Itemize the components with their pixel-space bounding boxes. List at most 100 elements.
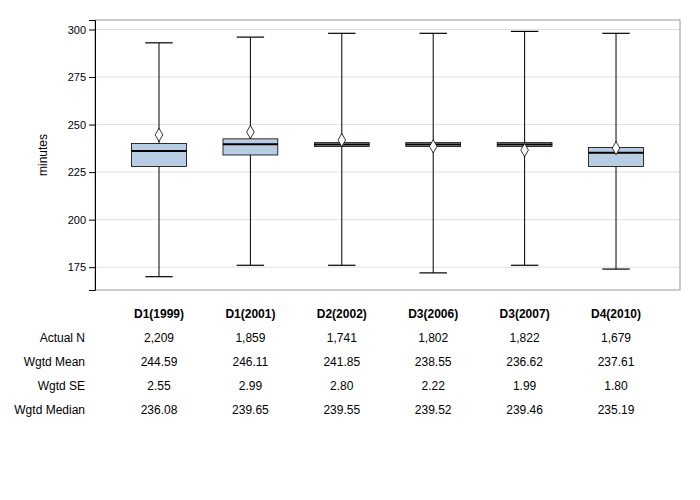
table-cell: 239.46 [506, 403, 543, 417]
box-group [406, 33, 461, 273]
grid [95, 30, 680, 268]
grid-line [95, 219, 680, 220]
y-tick-label: 200 [68, 214, 86, 226]
table-cell: 237.61 [598, 355, 635, 369]
plot: 175 200 225 250 275 300 minutes D1(1999) D1(2001… [14, 20, 680, 417]
y-tick: 175 [68, 261, 95, 273]
chart: 175 200 225 250 275 300 minutes D1(1999) D1(2001… [0, 0, 700, 500]
table-cell: 239.52 [415, 403, 452, 417]
y-tick-mark [89, 125, 95, 126]
whisker-high [341, 33, 342, 142]
table-row-label: Wgtd Median [14, 403, 85, 417]
table-row-label: Actual N [40, 331, 85, 345]
y-tick-mark [89, 267, 95, 268]
grid-line [95, 77, 680, 78]
y-tick-label: 175 [68, 261, 86, 273]
table-cell: 1,741 [327, 331, 357, 345]
box-group [589, 33, 644, 269]
table-header: D2(2002) [317, 307, 367, 321]
cap-low [511, 265, 538, 266]
table-cell: 236.62 [506, 355, 543, 369]
box-group [132, 43, 187, 277]
table-cell: 1.99 [513, 379, 537, 393]
cap-high [511, 31, 538, 32]
y-tick-mark [89, 220, 95, 221]
box-group [497, 31, 552, 265]
table: D1(1999) D1(2001) D2(2002) D3(2006) D3(2007)… [14, 307, 641, 417]
whisker-low [250, 155, 251, 265]
whisker-high [524, 31, 525, 142]
cap-low [328, 265, 355, 266]
grid-line [95, 172, 680, 173]
table-header: D3(2006) [408, 307, 458, 321]
table-header: D4(2010) [591, 307, 641, 321]
marks [132, 31, 644, 276]
median [132, 150, 187, 152]
table-cell: 1,679 [601, 331, 631, 345]
median [223, 143, 278, 145]
table-cell: 1,859 [235, 331, 265, 345]
cap-low [602, 268, 629, 269]
whisker-low [433, 146, 434, 272]
table-header: D1(2001) [225, 307, 275, 321]
whisker-high [250, 37, 251, 139]
table-cell: 239.55 [323, 403, 360, 417]
table-cell: 2.55 [147, 379, 171, 393]
mean-marker [612, 142, 620, 155]
grid-line [95, 267, 680, 268]
table-cell: 2.99 [239, 379, 263, 393]
table-cell: 239.65 [232, 403, 269, 417]
y-tick: 275 [68, 71, 95, 83]
mean-marker [521, 143, 529, 156]
table-cell: 235.19 [598, 403, 635, 417]
table-cell: 2.22 [422, 379, 446, 393]
mean-marker [338, 133, 346, 146]
whisker-high [433, 33, 434, 142]
table-cell: 1,822 [510, 331, 540, 345]
y-axis-title: minutes [36, 134, 50, 176]
table-row-label: Wgtd SE [38, 379, 85, 393]
table-cell: 2.80 [330, 379, 354, 393]
y-tick-label: 250 [68, 119, 86, 131]
y-tick: 250 [68, 119, 95, 131]
table-cell: 236.08 [141, 403, 178, 417]
y-axis-line [89, 21, 96, 291]
box-group [223, 37, 278, 265]
y-tick-label: 275 [68, 71, 86, 83]
table-header: D3(2007) [500, 307, 550, 321]
whisker-low [341, 146, 342, 265]
table-cell: 244.59 [141, 355, 178, 369]
y-tick: 200 [68, 214, 95, 226]
plot-frame [95, 20, 680, 290]
box [223, 139, 278, 155]
cap-low [237, 265, 264, 266]
cap-high [237, 37, 264, 38]
box-group [314, 33, 369, 265]
mean-marker [429, 140, 437, 153]
grid-line [95, 29, 680, 30]
table-cell: 241.85 [323, 355, 360, 369]
y-tick-mark [89, 172, 95, 173]
mean-marker [155, 128, 163, 141]
box [132, 144, 187, 167]
cap-high [419, 33, 446, 34]
y-tick: 225 [68, 166, 95, 178]
y-axis: 175 200 225 250 275 300 [68, 21, 96, 291]
y-tick-label: 225 [68, 166, 86, 178]
whisker-low [158, 166, 159, 276]
cap-low [145, 276, 172, 277]
table-cell: 238.55 [415, 355, 452, 369]
mean-marker [247, 125, 255, 138]
whisker-low [616, 166, 617, 269]
y-tick: 300 [68, 24, 95, 36]
table-cell: 1,802 [418, 331, 448, 345]
y-tick-mark [89, 30, 95, 31]
cap-low [419, 272, 446, 273]
whisker-high [616, 33, 617, 147]
table-header: D1(1999) [134, 307, 184, 321]
table-cell: 1.80 [604, 379, 628, 393]
table-row-label: Wgtd Mean [24, 355, 85, 369]
whisker-low [524, 146, 525, 265]
y-tick-label: 300 [68, 24, 86, 36]
y-tick-mark [89, 77, 95, 78]
